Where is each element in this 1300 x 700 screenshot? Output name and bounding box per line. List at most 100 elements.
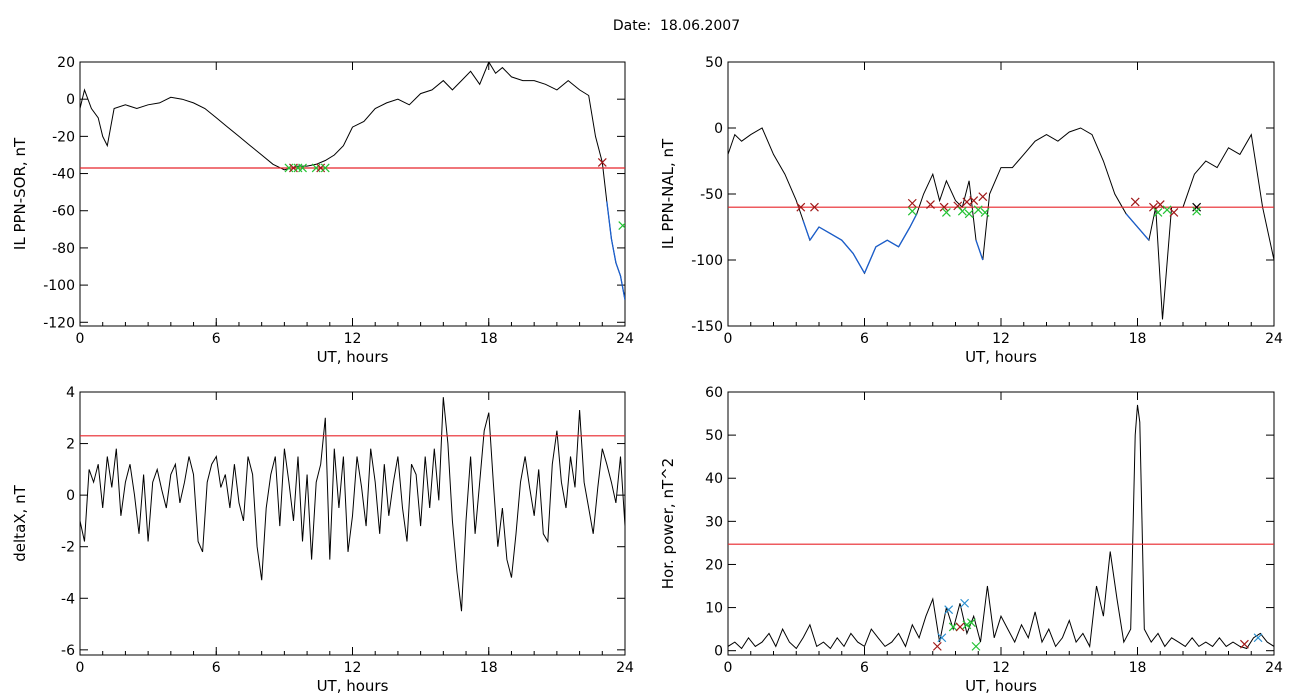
y-axis-label: IL PPN-SOR, nT [11,137,29,250]
plot-panel-1: 0 6 12 18 24 20 0 -20 -40 -60 -80 -100 -120 UT, hours… [11,55,634,366]
y-tick-label: -6 [61,643,75,659]
x-tick-label: 18 [480,660,498,676]
below-threshold-segment [898,226,911,248]
event-marker [298,163,307,173]
event-marker [1240,639,1249,649]
below-threshold-segment [809,226,820,241]
y-axis-label: Hor. power, nT^2 [659,458,677,589]
plot-data [80,62,625,301]
event-marker [969,196,979,206]
event-marker [973,205,983,215]
below-threshold-segment [875,239,888,248]
series-line [80,397,625,612]
event-marker [948,622,958,632]
below-threshold-segment [619,275,625,301]
y-tick-label: -2 [61,540,75,556]
y-tick-label: 0 [66,488,75,504]
y-axis-label: deltaX, nT [11,484,29,561]
below-threshold-segment [852,253,866,274]
event-marker [980,208,990,217]
event-marker [597,157,607,167]
plot-data [728,127,1274,320]
event-marker [955,622,965,632]
y-tick-label: -50 [700,187,723,203]
below-threshold-segment [841,239,854,254]
x-tick-label: 6 [860,660,869,676]
event-marker [960,598,970,608]
event-marker [962,620,972,630]
below-threshold-segment [830,233,843,241]
event-marker [1155,200,1165,209]
below-threshold-segment [909,213,918,228]
y-tick-label: 30 [705,514,723,530]
y-tick-label: 0 [714,644,723,660]
y-tick-label: -100 [43,278,75,294]
event-marker [1130,197,1140,207]
below-threshold-segment [1125,213,1138,228]
event-marker [1162,205,1172,215]
x-tick-label: 6 [212,660,221,676]
event-marker [957,206,967,216]
event-marker [1253,633,1263,643]
event-marker [320,163,330,173]
event-marker [944,605,954,615]
y-tick-label: -120 [43,315,75,331]
y-tick-label: -100 [691,253,723,269]
y-tick-label: 4 [66,385,75,401]
x-tick-label: 12 [992,331,1010,347]
event-marker [971,641,981,651]
x-tick-label: 24 [616,660,634,676]
y-tick-label: 20 [57,55,75,71]
below-threshold-segment [886,239,899,248]
x-tick-label: 0 [724,331,733,347]
event-marker [1169,208,1179,217]
event-marker [932,641,942,651]
y-tick-label: 40 [705,471,723,487]
below-threshold-segment [1137,226,1150,241]
y-axis-label: IL PPN-NAL, nT [659,138,677,249]
event-marker [618,221,625,231]
series-line [728,127,1274,320]
x-tick-label: 24 [1265,331,1283,347]
y-tick-label: 2 [66,437,75,453]
event-marker [796,202,806,212]
y-tick-label: -4 [61,591,75,607]
y-tick-label: 0 [714,121,723,137]
event-marker [1192,206,1202,216]
plot-data [80,397,625,612]
plot-panel-4: 0 6 12 18 24 60 50 40 30 20 10 0 UT, hours Hor. power… [659,385,1283,695]
event-marker [937,633,947,643]
below-threshold-segment [610,238,617,263]
y-tick-label: 60 [705,385,723,401]
y-tick-label: -150 [691,319,723,335]
y-tick-label: 20 [705,557,723,573]
event-marker [810,202,819,212]
x-tick-label: 24 [1265,660,1283,676]
event-marker [926,200,935,209]
event-marker [1192,202,1202,212]
x-axis-label: UT, hours [965,677,1037,695]
event-marker [962,197,972,207]
series-line [728,404,1274,650]
x-tick-label: 18 [1129,660,1147,676]
plot-data [728,404,1274,651]
y-tick-label: 50 [705,55,723,71]
x-tick-label: 18 [480,331,498,347]
below-threshold-segment [863,246,877,274]
y-tick-label: -60 [52,204,75,220]
y-tick-label: -40 [52,167,75,183]
y-tick-label: 10 [705,601,723,617]
x-tick-label: 6 [212,331,221,347]
below-threshold-segment [818,226,831,235]
x-tick-label: 18 [1129,331,1147,347]
below-threshold-segment [606,201,613,239]
x-tick-label: 12 [344,331,362,347]
below-threshold-segment [802,220,811,241]
event-marker [967,618,976,628]
page-title: Date: 18.06.2007 [612,18,741,34]
event-marker [964,209,974,219]
x-tick-label: 0 [76,331,85,347]
x-axis-label: UT, hours [965,348,1037,366]
event-marker [941,208,951,217]
